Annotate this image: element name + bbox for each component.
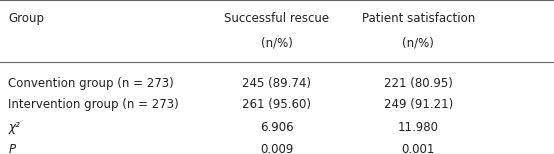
Text: 0.001: 0.001 [402,143,435,154]
Text: Convention group (n = 273): Convention group (n = 273) [8,77,174,90]
Text: 6.906: 6.906 [260,121,294,134]
Text: 11.980: 11.980 [398,121,439,134]
Text: Intervention group (n = 273): Intervention group (n = 273) [8,98,179,111]
Text: P: P [8,143,16,154]
Text: Patient satisfaction: Patient satisfaction [362,12,475,25]
Text: Successful rescue: Successful rescue [224,12,330,25]
Text: 221 (80.95): 221 (80.95) [384,77,453,90]
Text: 249 (91.21): 249 (91.21) [383,98,453,111]
Text: 261 (95.60): 261 (95.60) [243,98,311,111]
Text: 245 (89.74): 245 (89.74) [243,77,311,90]
Text: Group: Group [8,12,44,25]
Text: χ²: χ² [8,121,20,134]
Text: (n/%): (n/%) [402,37,434,50]
Text: (n/%): (n/%) [261,37,293,50]
Text: 0.009: 0.009 [260,143,294,154]
